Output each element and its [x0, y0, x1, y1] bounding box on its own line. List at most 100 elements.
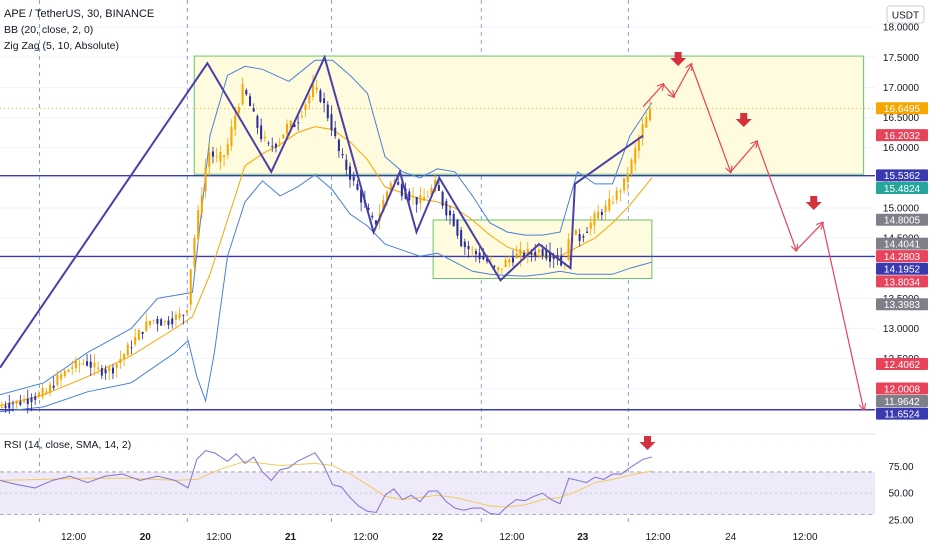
price-pane[interactable] — [0, 0, 875, 431]
price-label-tag — [876, 169, 928, 182]
price-label-tag — [876, 237, 928, 250]
candle-body — [171, 318, 174, 325]
forecast-segment — [642, 84, 663, 108]
currency-button[interactable]: USDT — [886, 5, 925, 24]
candle-body — [452, 213, 455, 227]
candle-body — [237, 106, 240, 113]
forecast-segment — [673, 64, 692, 97]
price-axis[interactable]: 18.000017.500017.000016.500016.000015.50… — [876, 23, 928, 527]
candle-body — [582, 236, 585, 238]
candle-body — [478, 252, 481, 260]
candle-body — [623, 178, 626, 191]
time-tick-label: 12:00 — [792, 532, 817, 543]
forecast-segment — [756, 141, 796, 251]
candle-body — [545, 249, 548, 259]
candle-body — [319, 90, 322, 102]
candle-body — [189, 269, 192, 305]
candle-body — [234, 115, 237, 130]
price-tick-label: 16.0000 — [883, 143, 920, 154]
candle-body — [615, 190, 618, 201]
candle-body — [471, 249, 474, 251]
price-label-tag — [876, 213, 928, 226]
candle-body — [597, 211, 600, 219]
candle-body — [8, 403, 11, 409]
candle-body — [223, 155, 226, 158]
candle-body — [145, 321, 148, 331]
candle-body — [437, 185, 440, 191]
candle-body — [419, 195, 422, 204]
candle-body — [278, 141, 281, 143]
candle-body — [0, 406, 3, 409]
candle-body — [293, 124, 296, 127]
candle-body — [356, 183, 359, 190]
candle-body — [60, 374, 63, 380]
candle-body — [374, 220, 377, 225]
candle-body — [523, 252, 526, 257]
candle-body — [630, 159, 633, 174]
candle-body — [352, 176, 355, 181]
time-tick-label: 24 — [725, 532, 737, 543]
candle-body — [256, 116, 259, 128]
price-label-tag — [876, 102, 928, 115]
price-tick-label: 13.0000 — [883, 324, 920, 335]
candle-body — [156, 318, 159, 324]
candle-body — [137, 330, 140, 341]
candle-body — [578, 234, 581, 241]
candle-body — [186, 310, 189, 313]
price-label-tag — [876, 250, 928, 263]
symbol-title: APE / TetherUS, 30, BINANCE — [4, 8, 154, 20]
time-tick-label: 23 — [577, 532, 589, 543]
candle-body — [641, 124, 644, 139]
candle-body — [174, 314, 177, 320]
time-tick-label: 12:00 — [645, 532, 670, 543]
candle-body — [611, 202, 615, 204]
forecast-segment — [730, 142, 757, 173]
candle-body — [148, 321, 152, 326]
price-label-text: 15.5362 — [884, 171, 921, 182]
candle-body — [86, 361, 89, 366]
price-label-tag — [876, 407, 928, 420]
candle-body — [193, 238, 196, 267]
candle-body — [323, 98, 326, 104]
candle-body — [226, 144, 229, 156]
rsi-tick-label: 75.00 — [888, 462, 913, 473]
candle-body — [467, 245, 470, 250]
price-tick-label: 17.0000 — [883, 83, 920, 94]
zigzag-line — [0, 54, 644, 369]
price-label-text: 11.6524 — [884, 410, 920, 421]
candle-body — [371, 215, 374, 218]
price-label-text: 14.8005 — [884, 216, 921, 227]
candle-body — [463, 241, 466, 248]
candle-body — [104, 369, 107, 374]
candle-body — [500, 268, 503, 270]
candle-body — [608, 198, 611, 211]
candle-body — [82, 362, 85, 364]
candle-body — [334, 127, 337, 137]
candle-body — [163, 320, 166, 323]
candle-body — [160, 319, 163, 326]
candle-body — [634, 148, 637, 164]
price-label-tag — [876, 395, 928, 408]
time-axis[interactable]: 12:00 20 12:00 21 12:00 22 12:00 23 12:00 24 12:00 — [61, 532, 818, 543]
bb-upper-band — [0, 59, 653, 396]
rsi-pane[interactable] — [0, 436, 875, 523]
candle-body — [411, 196, 414, 198]
legend: APE / TetherUS, 30, BINANCE BB (20, clos… — [4, 8, 154, 451]
candle-body — [71, 367, 74, 369]
candle-body — [271, 146, 274, 147]
bb-indicator-label: BB (20, close, 2, 0) — [4, 24, 93, 36]
candle-body — [74, 359, 77, 369]
candle-body — [108, 367, 111, 372]
bb-lower-band — [0, 174, 653, 413]
candle-body — [115, 364, 118, 368]
candle-body — [182, 315, 185, 316]
time-tick-label: 12:00 — [61, 532, 86, 543]
down-arrow-icon — [639, 436, 656, 450]
candle-body — [549, 251, 552, 262]
candle-body — [519, 249, 522, 258]
candle-body — [19, 401, 22, 405]
rsi-line — [0, 449, 653, 516]
candle-body — [300, 115, 303, 117]
candle-body — [645, 117, 648, 128]
